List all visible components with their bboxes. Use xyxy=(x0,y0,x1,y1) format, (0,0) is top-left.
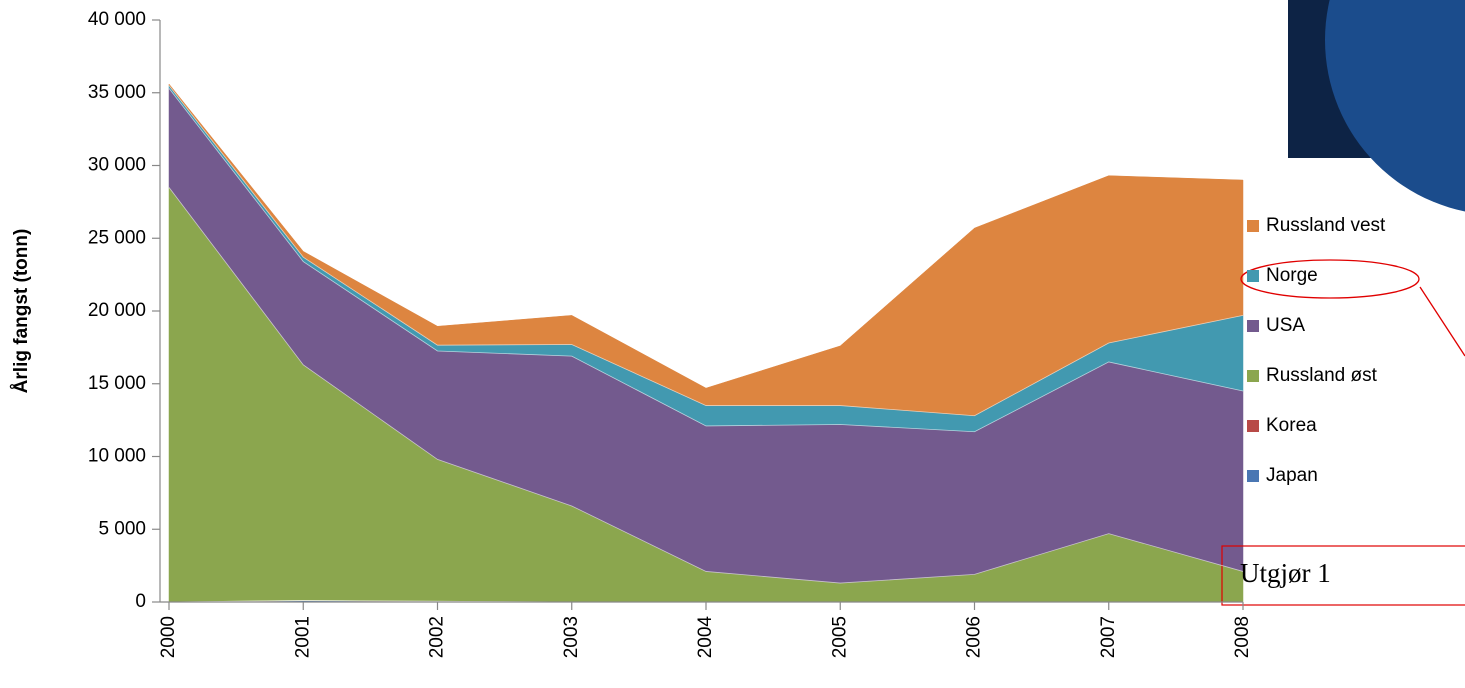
x-tick-label: 2003 xyxy=(561,616,582,658)
y-tick-label: 20 000 xyxy=(88,300,146,321)
annotation-box xyxy=(1221,545,1465,606)
legend-swatch xyxy=(1247,470,1259,482)
highlight-ellipse xyxy=(1240,259,1420,299)
x-tick-label: 2002 xyxy=(427,616,448,658)
legend-swatch xyxy=(1247,270,1259,282)
y-tick-label: 0 xyxy=(135,591,146,612)
y-tick-label: 30 000 xyxy=(88,155,146,176)
legend-label: Japan xyxy=(1266,465,1318,486)
y-axis-label: Årlig fangst (tonn) xyxy=(11,229,32,394)
x-tick-label: 2005 xyxy=(829,616,850,658)
x-tick-label: 2004 xyxy=(695,616,716,659)
legend-label: Russland øst xyxy=(1266,365,1378,386)
map-fragment xyxy=(1288,0,1465,212)
y-tick-label: 15 000 xyxy=(88,373,146,394)
map-globe xyxy=(1325,0,1465,212)
area-separator xyxy=(168,187,1244,584)
legend-swatch xyxy=(1247,320,1259,332)
x-tick-label: 2006 xyxy=(964,616,985,658)
x-tick-label: 2001 xyxy=(292,616,313,658)
x-tick-label: 2007 xyxy=(1098,616,1119,658)
annotation: Utgjør 1 xyxy=(1240,558,1331,588)
x-tick-label: 2008 xyxy=(1232,616,1253,658)
legend-label: USA xyxy=(1266,315,1305,336)
y-tick-label: 40 000 xyxy=(88,9,146,30)
y-tick-label: 25 000 xyxy=(88,227,146,248)
area-separator xyxy=(168,88,1244,433)
legend-swatch xyxy=(1247,370,1259,382)
y-tick-label: 35 000 xyxy=(88,82,146,103)
pointer-line xyxy=(1419,286,1465,357)
legend-label: Korea xyxy=(1266,415,1317,436)
x-tick-label: 2000 xyxy=(158,616,179,658)
y-tick-label: 10 000 xyxy=(88,446,146,467)
legend-label: Russland vest xyxy=(1266,215,1386,236)
y-tick-label: 5 000 xyxy=(98,518,146,539)
legend-swatch xyxy=(1247,420,1259,432)
legend-label: Norge xyxy=(1266,265,1318,286)
area-separator xyxy=(168,85,1244,417)
legend-swatch xyxy=(1247,220,1259,232)
